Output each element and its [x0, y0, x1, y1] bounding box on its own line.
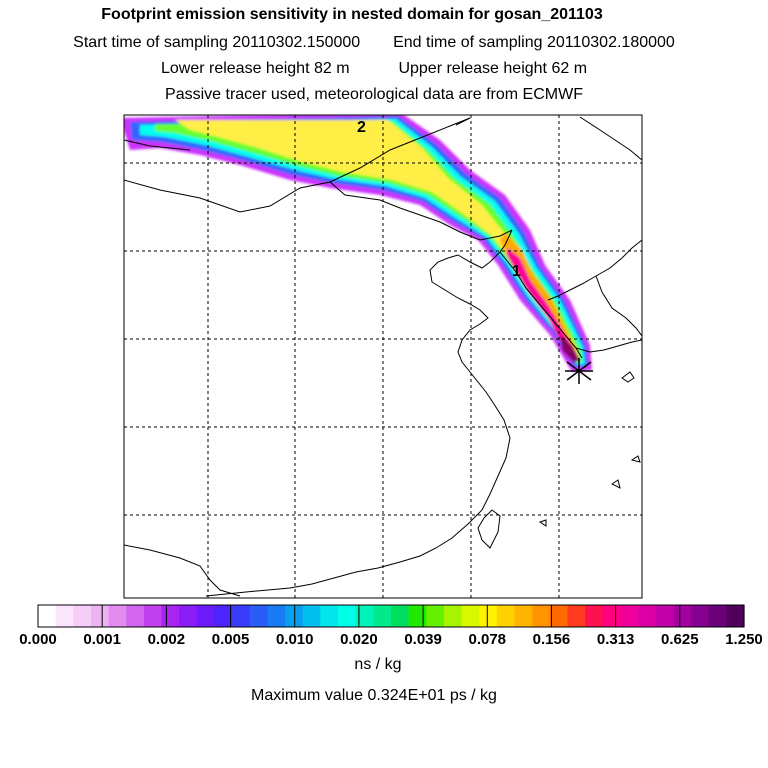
plume-core-band — [560, 335, 580, 363]
legend-cell — [38, 605, 57, 627]
legend-cell — [196, 605, 216, 627]
legend-cell — [355, 605, 374, 627]
legend-tick-label: 0.005 — [212, 631, 250, 648]
legend-cell — [55, 605, 74, 627]
legend-tick-labels: 0.000 0.001 0.002 0.005 0.010 0.020 0.039 0.078… — [19, 631, 763, 648]
legend-cell — [320, 605, 339, 627]
legend-cell — [514, 605, 533, 627]
upper-height-label: Upper release height — [398, 60, 547, 77]
legend-cell — [267, 605, 286, 627]
legend-cell — [373, 605, 392, 627]
trajectory-marker-1: 1 — [512, 263, 521, 280]
legend-cell — [726, 605, 745, 627]
end-time-value: 20110302.180000 — [546, 34, 675, 51]
legend-cell — [532, 605, 551, 627]
legend-cell — [338, 605, 357, 627]
legend-cell — [496, 605, 516, 627]
legend-cell — [602, 605, 622, 627]
legend-unit: ns / kg — [354, 656, 402, 673]
legend-cell — [673, 605, 692, 627]
legend-cell — [408, 605, 427, 627]
release-height-row: Lower release height 82 m Upper release … — [0, 60, 758, 78]
emission-plume — [124, 115, 592, 372]
plume-yellow-band — [175, 120, 580, 361]
receptor-star-icon — [565, 358, 593, 384]
legend-cell — [443, 605, 463, 627]
legend-tick-label: 0.002 — [148, 631, 186, 648]
legend-cell — [638, 605, 657, 627]
start-time-label: Start time of sampling — [73, 34, 228, 51]
legend-cell — [426, 605, 445, 627]
legend-cell — [90, 605, 110, 627]
legend-cell — [232, 605, 251, 627]
legend-cell — [214, 605, 233, 627]
legend-cell — [567, 605, 586, 627]
legend-tick-label: 0.000 — [19, 631, 57, 648]
legend-cell — [479, 605, 498, 627]
legend-tick-label: 0.020 — [340, 631, 378, 648]
legend-cell — [655, 605, 674, 627]
plume-magenta-band — [506, 248, 577, 358]
legend-tick-label: 0.313 — [597, 631, 635, 648]
legend-cell — [391, 605, 410, 627]
legend-tick-lines — [37, 605, 745, 627]
color-legend: 0.000 0.001 0.002 0.005 0.010 0.020 0.039 0.078… — [19, 604, 763, 648]
plume-outer-band — [124, 115, 592, 372]
map-border — [123, 114, 643, 599]
lower-height-label: Lower release height — [160, 60, 310, 77]
legend-cell — [708, 605, 727, 627]
legend-tick-label: 0.156 — [533, 631, 571, 648]
legend-cell — [73, 605, 92, 627]
legend-cell — [620, 605, 639, 627]
legend-cell — [302, 605, 321, 627]
legend-cell — [179, 605, 198, 627]
legend-tick-label: 1.250 — [725, 631, 763, 648]
tracer-note: Passive tracer used, meteorological data… — [165, 86, 583, 103]
trajectory-marker-2: 2 — [357, 119, 366, 136]
legend-cell — [108, 605, 127, 627]
legend-tick-label: 0.078 — [468, 631, 506, 648]
graticule — [124, 115, 642, 598]
legend-cell — [549, 605, 569, 627]
lower-height-value: 82 m — [313, 60, 350, 77]
end-time-label: End time of sampling — [393, 34, 543, 51]
map-title: Footprint emission sensitivity in nested… — [101, 6, 603, 23]
start-time-value: 20110302.150000 — [232, 34, 361, 51]
legend-tick-label: 0.001 — [83, 631, 121, 648]
upper-height-value: 62 m — [551, 60, 588, 77]
legend-cell — [126, 605, 145, 627]
legend-cell — [585, 605, 604, 627]
coastlines — [124, 116, 642, 597]
legend-cell — [691, 605, 710, 627]
legend-tick-label: 0.039 — [404, 631, 442, 648]
legend-cell — [161, 605, 180, 627]
legend-color-cells — [38, 605, 745, 627]
legend-cell — [461, 605, 480, 627]
legend-cell — [249, 605, 269, 627]
legend-cell — [143, 605, 163, 627]
legend-cell — [285, 605, 304, 627]
sampling-time-row: Start time of sampling 20110302.150000 E… — [0, 34, 758, 52]
legend-tick-label: 0.010 — [276, 631, 314, 648]
legend-tick-label: 0.625 — [661, 631, 699, 648]
max-value-text: Maximum value 0.324E+01 ps / kg — [251, 687, 497, 704]
